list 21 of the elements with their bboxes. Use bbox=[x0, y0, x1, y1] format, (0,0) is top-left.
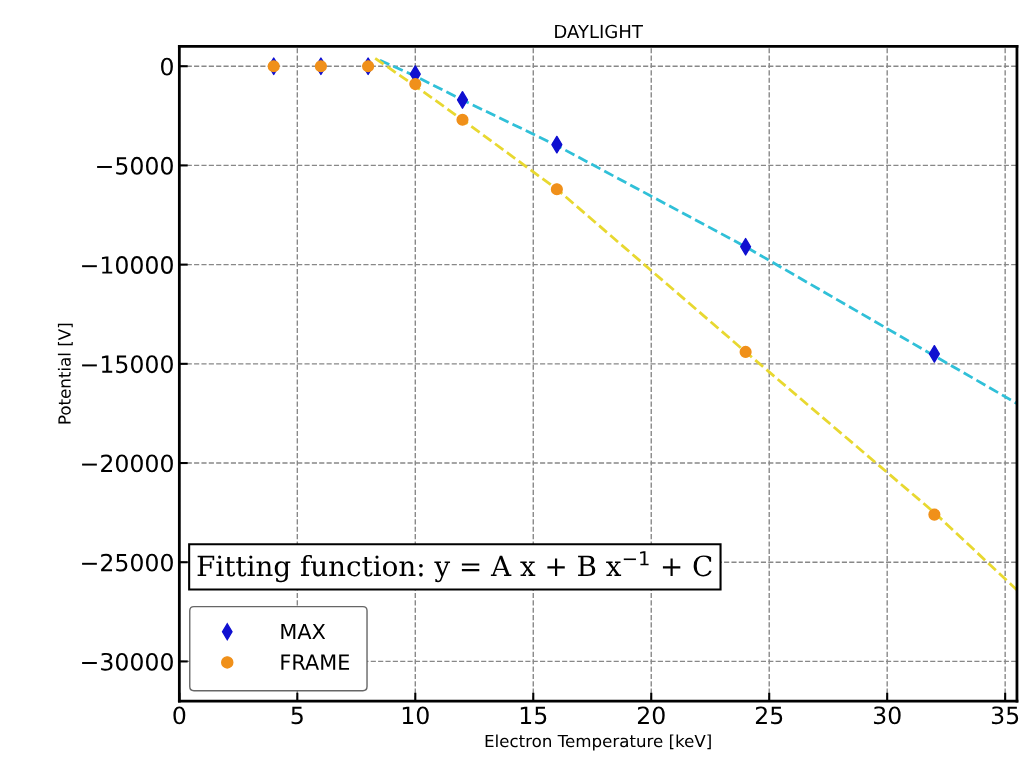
x-tick-label: 0 bbox=[173, 706, 186, 725]
y-tick-label: 0 bbox=[161, 57, 173, 76]
chart-title: DAYLIGHT bbox=[555, 24, 643, 39]
x-tick-label: 15 bbox=[520, 706, 547, 725]
x-axis-title: Electron Temperature [keV] bbox=[485, 734, 711, 751]
y-tick-label: −20000 bbox=[82, 454, 173, 473]
x-tick-label: 25 bbox=[755, 706, 783, 725]
y-tick-label: −10000 bbox=[82, 256, 173, 274]
y-tick-label: −25000 bbox=[82, 553, 173, 572]
x-tick-label: 35 bbox=[991, 706, 1019, 725]
legend-label: FRAME bbox=[281, 654, 350, 670]
x-tick-label: 20 bbox=[637, 706, 665, 725]
y-tick-label: −5000 bbox=[97, 156, 173, 175]
legend-label: MAX bbox=[281, 623, 326, 640]
y-tick-label: −30000 bbox=[82, 652, 173, 671]
y-axis-title: Potential [V] bbox=[57, 323, 73, 424]
annotation: Fitting function: y = A x + B x$^{−1}$ + C bbox=[197, 551, 712, 583]
x-tick-label: 5 bbox=[291, 706, 303, 725]
y-tick-label: −15000 bbox=[82, 355, 173, 374]
x-tick-label: 10 bbox=[402, 706, 429, 725]
x-tick-label: 30 bbox=[873, 706, 901, 725]
